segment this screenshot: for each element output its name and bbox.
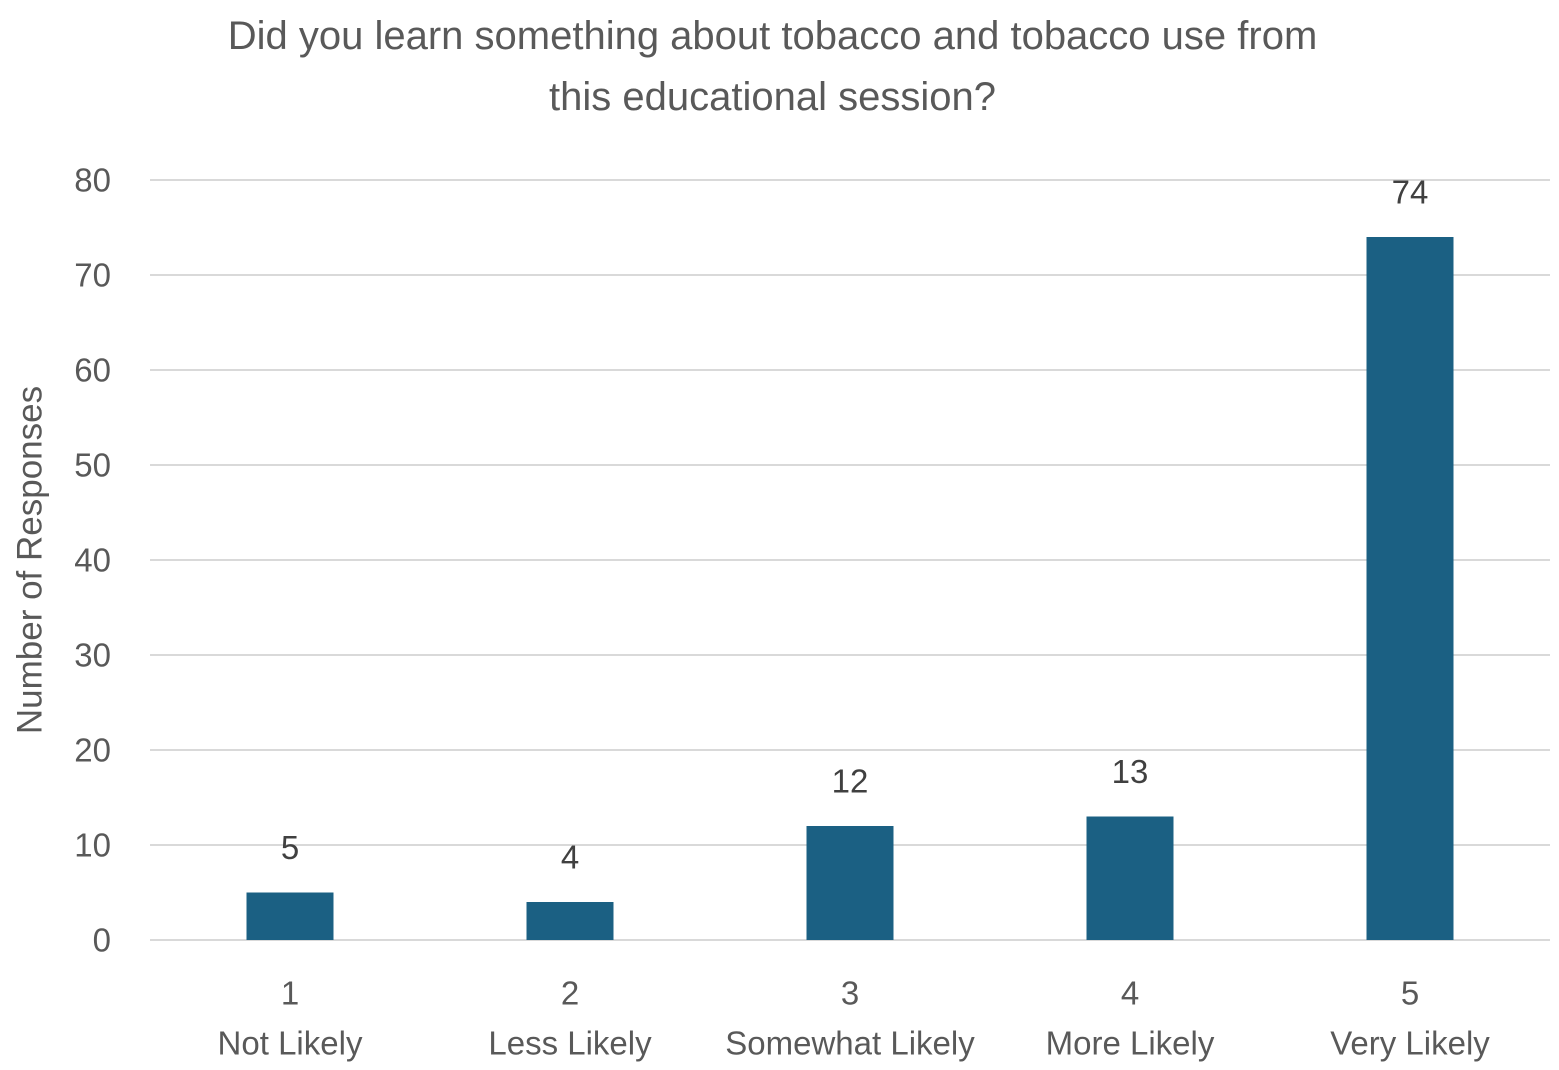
y-tick-label: 10	[74, 827, 111, 864]
bars	[246, 237, 1454, 940]
x-tick-number: 2	[561, 975, 579, 1012]
y-tick-label: 40	[74, 542, 111, 579]
x-tick-label: More Likely	[1046, 1025, 1215, 1062]
x-tick-label: Somewhat Likely	[725, 1025, 975, 1062]
x-tick-number: 3	[841, 975, 859, 1012]
y-tick-label: 50	[74, 447, 111, 484]
x-tick-label: Not Likely	[218, 1025, 363, 1062]
data-label: 74	[1392, 174, 1429, 211]
y-axis-tick-labels: 0 10 20 30 40 50 60 70 80	[74, 162, 111, 959]
gridlines	[150, 179, 1550, 941]
chart-title-line-2: this educational session?	[549, 75, 996, 119]
data-labels: 5 4 12 13 74	[281, 174, 1429, 876]
y-tick-label: 60	[74, 352, 111, 389]
x-tick-number: 4	[1121, 975, 1139, 1012]
data-label: 4	[561, 839, 579, 876]
bar	[1366, 237, 1454, 940]
x-tick-number: 5	[1401, 975, 1419, 1012]
y-tick-label: 70	[74, 257, 111, 294]
x-tick-number: 1	[281, 975, 299, 1012]
data-label: 13	[1112, 753, 1149, 790]
y-axis-title: Number of Responses	[11, 386, 50, 734]
x-axis-tick-labels: 1 Not Likely 2 Less Likely 3 Somewhat Likely 4…	[218, 975, 1491, 1062]
chart-title-line-1: Did you learn something about tobacco an…	[227, 14, 1318, 58]
bar	[1086, 816, 1174, 940]
data-label: 12	[832, 763, 869, 800]
chart-title: Did you learn something about tobacco an…	[0, 6, 1545, 128]
x-tick-label: Very Likely	[1330, 1025, 1490, 1062]
y-tick-label: 0	[93, 922, 111, 959]
bar	[806, 826, 894, 940]
x-tick-label: Less Likely	[488, 1025, 652, 1062]
data-label: 5	[281, 829, 299, 866]
y-tick-label: 20	[74, 732, 111, 769]
bar	[526, 902, 614, 940]
y-tick-label: 30	[74, 637, 111, 674]
y-tick-label: 80	[74, 162, 111, 199]
bar	[246, 892, 334, 940]
